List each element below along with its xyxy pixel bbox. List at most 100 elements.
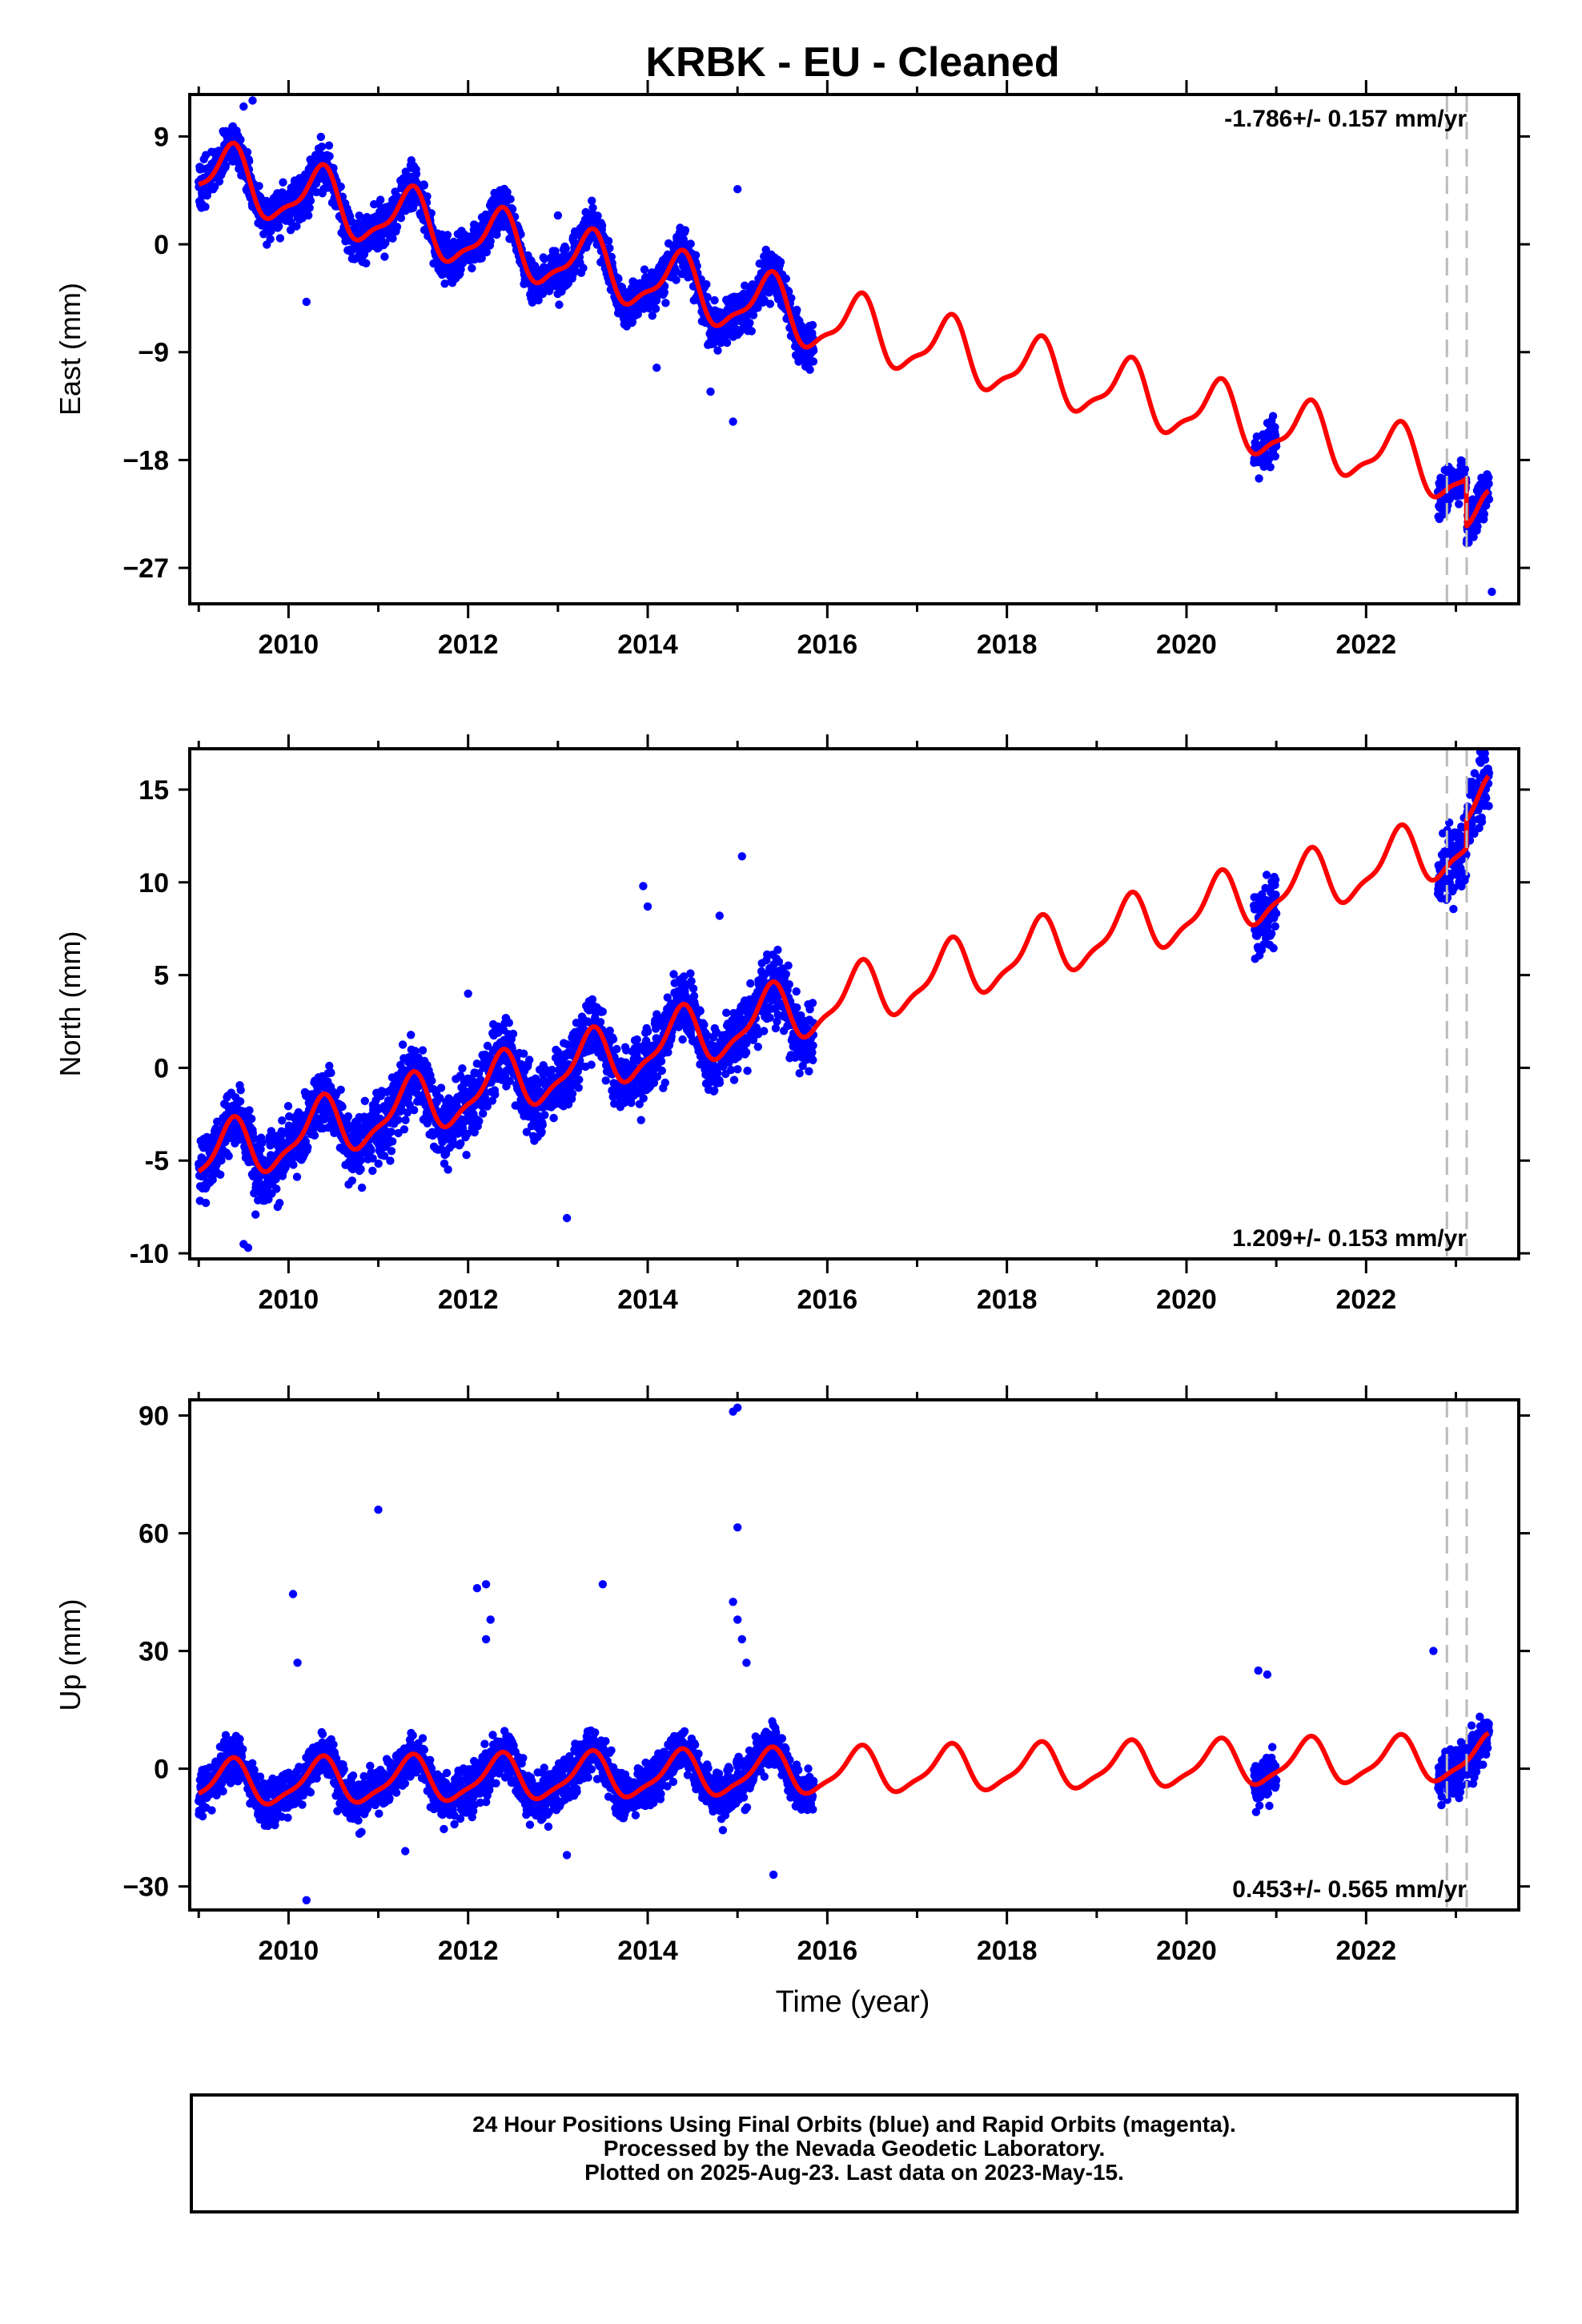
north-data-point	[356, 1164, 365, 1174]
east-data-point	[221, 161, 231, 170]
east-data-point	[396, 214, 406, 223]
north-data-point	[400, 1125, 409, 1134]
north-data-point	[475, 1116, 484, 1126]
east-data-point	[381, 239, 390, 247]
north-data-point	[216, 1170, 225, 1180]
east-data-point	[686, 239, 695, 248]
north-plot-area	[195, 749, 1494, 1259]
east-data-point	[1271, 423, 1279, 432]
east-data-point	[579, 263, 588, 272]
east-outlier-point	[302, 297, 311, 307]
east-data-point	[1460, 464, 1470, 474]
north-data-point	[538, 1120, 547, 1129]
east-data-point	[211, 183, 219, 191]
north-data-point	[627, 1099, 636, 1108]
north-data-point	[575, 1076, 584, 1084]
east-data-point	[651, 304, 661, 313]
north-data-point	[343, 1112, 353, 1121]
east-data-point	[809, 357, 818, 366]
east-data-point	[466, 232, 475, 241]
north-data-point	[664, 1047, 673, 1057]
north-data-point	[245, 1106, 254, 1115]
x-axis-label: Time (year)	[776, 1985, 930, 2019]
north-data-point	[360, 1096, 369, 1106]
east-data-point	[604, 236, 613, 246]
north-data-point	[612, 1044, 621, 1054]
north-data-point	[568, 1089, 577, 1098]
north-data-point	[657, 1066, 666, 1076]
east-data-point	[588, 203, 597, 212]
east-data-point	[468, 263, 476, 273]
east-x-tick-label: 2010	[259, 629, 319, 660]
north-data-point	[587, 1060, 596, 1069]
north-data-point	[504, 1019, 513, 1027]
north-data-point	[588, 995, 597, 1004]
east-data-point	[793, 305, 801, 315]
east-data-point	[420, 181, 428, 190]
east-data-point	[691, 251, 701, 259]
east-data-point	[713, 346, 722, 355]
east-data-point	[506, 195, 515, 203]
north-data-point	[407, 1031, 416, 1039]
north-data-point	[773, 945, 782, 955]
east-data-point	[781, 274, 790, 283]
east-y-tick-label: 9	[154, 122, 169, 152]
east-x-tick-label: 2014	[617, 629, 678, 660]
north-data-point	[520, 1049, 528, 1058]
chart-title: KRBK - EU - Cleaned	[645, 39, 1059, 86]
north-data-point	[608, 1035, 618, 1044]
north-data-point	[661, 1078, 669, 1088]
north-data-point	[251, 1210, 260, 1219]
north-data-point	[537, 1128, 546, 1136]
east-data-point	[324, 141, 334, 150]
north-data-point	[401, 1116, 410, 1124]
north-data-point	[643, 1027, 652, 1036]
north-data-point	[275, 1199, 284, 1208]
north-data-point	[678, 1035, 687, 1044]
east-data-point	[305, 203, 314, 212]
east-y-tick-label: 0	[154, 230, 169, 260]
east-data-point	[555, 300, 564, 309]
north-data-point	[710, 1086, 719, 1096]
east-data-point	[401, 167, 410, 176]
east-data-point	[805, 365, 814, 374]
east-data-point	[661, 299, 670, 308]
north-data-point	[491, 1090, 500, 1099]
east-outlier-point	[239, 102, 248, 111]
east-data-point	[316, 132, 325, 142]
north-data-point	[236, 1086, 245, 1095]
east-data-point	[423, 192, 432, 201]
north-data-point	[525, 1055, 534, 1064]
east-data-point	[702, 279, 711, 289]
north-data-point	[508, 1029, 518, 1039]
north-data-point	[310, 1131, 319, 1140]
north-data-point	[601, 1076, 610, 1085]
east-x-tick-label: 2022	[1336, 629, 1397, 660]
north-data-point	[696, 1007, 705, 1015]
north-data-point	[387, 1128, 396, 1136]
north-data-point	[224, 1152, 233, 1160]
east-data-point	[266, 235, 275, 243]
north-data-point	[674, 1023, 684, 1031]
east-data-point	[201, 203, 210, 211]
north-data-point	[394, 1116, 403, 1124]
east-outlier-point	[553, 211, 563, 220]
east-data-point	[1266, 463, 1275, 472]
east-outlier-point	[652, 364, 661, 372]
east-data-point	[561, 244, 570, 253]
east-data-point	[376, 195, 385, 204]
north-data-point	[283, 1102, 293, 1111]
east-data-point	[776, 258, 785, 267]
east-data-point	[236, 135, 245, 144]
east-rate-label: -1.786+/- 0.157 mm/yr	[1224, 106, 1467, 132]
east-data-point	[1480, 509, 1489, 519]
east-data-point	[325, 151, 334, 161]
north-data-point	[292, 1172, 302, 1181]
north-data-point	[418, 1046, 428, 1055]
north-data-point	[746, 979, 755, 988]
north-data-point	[760, 1027, 769, 1035]
east-data-point	[482, 247, 491, 257]
north-data-point	[336, 1085, 345, 1095]
